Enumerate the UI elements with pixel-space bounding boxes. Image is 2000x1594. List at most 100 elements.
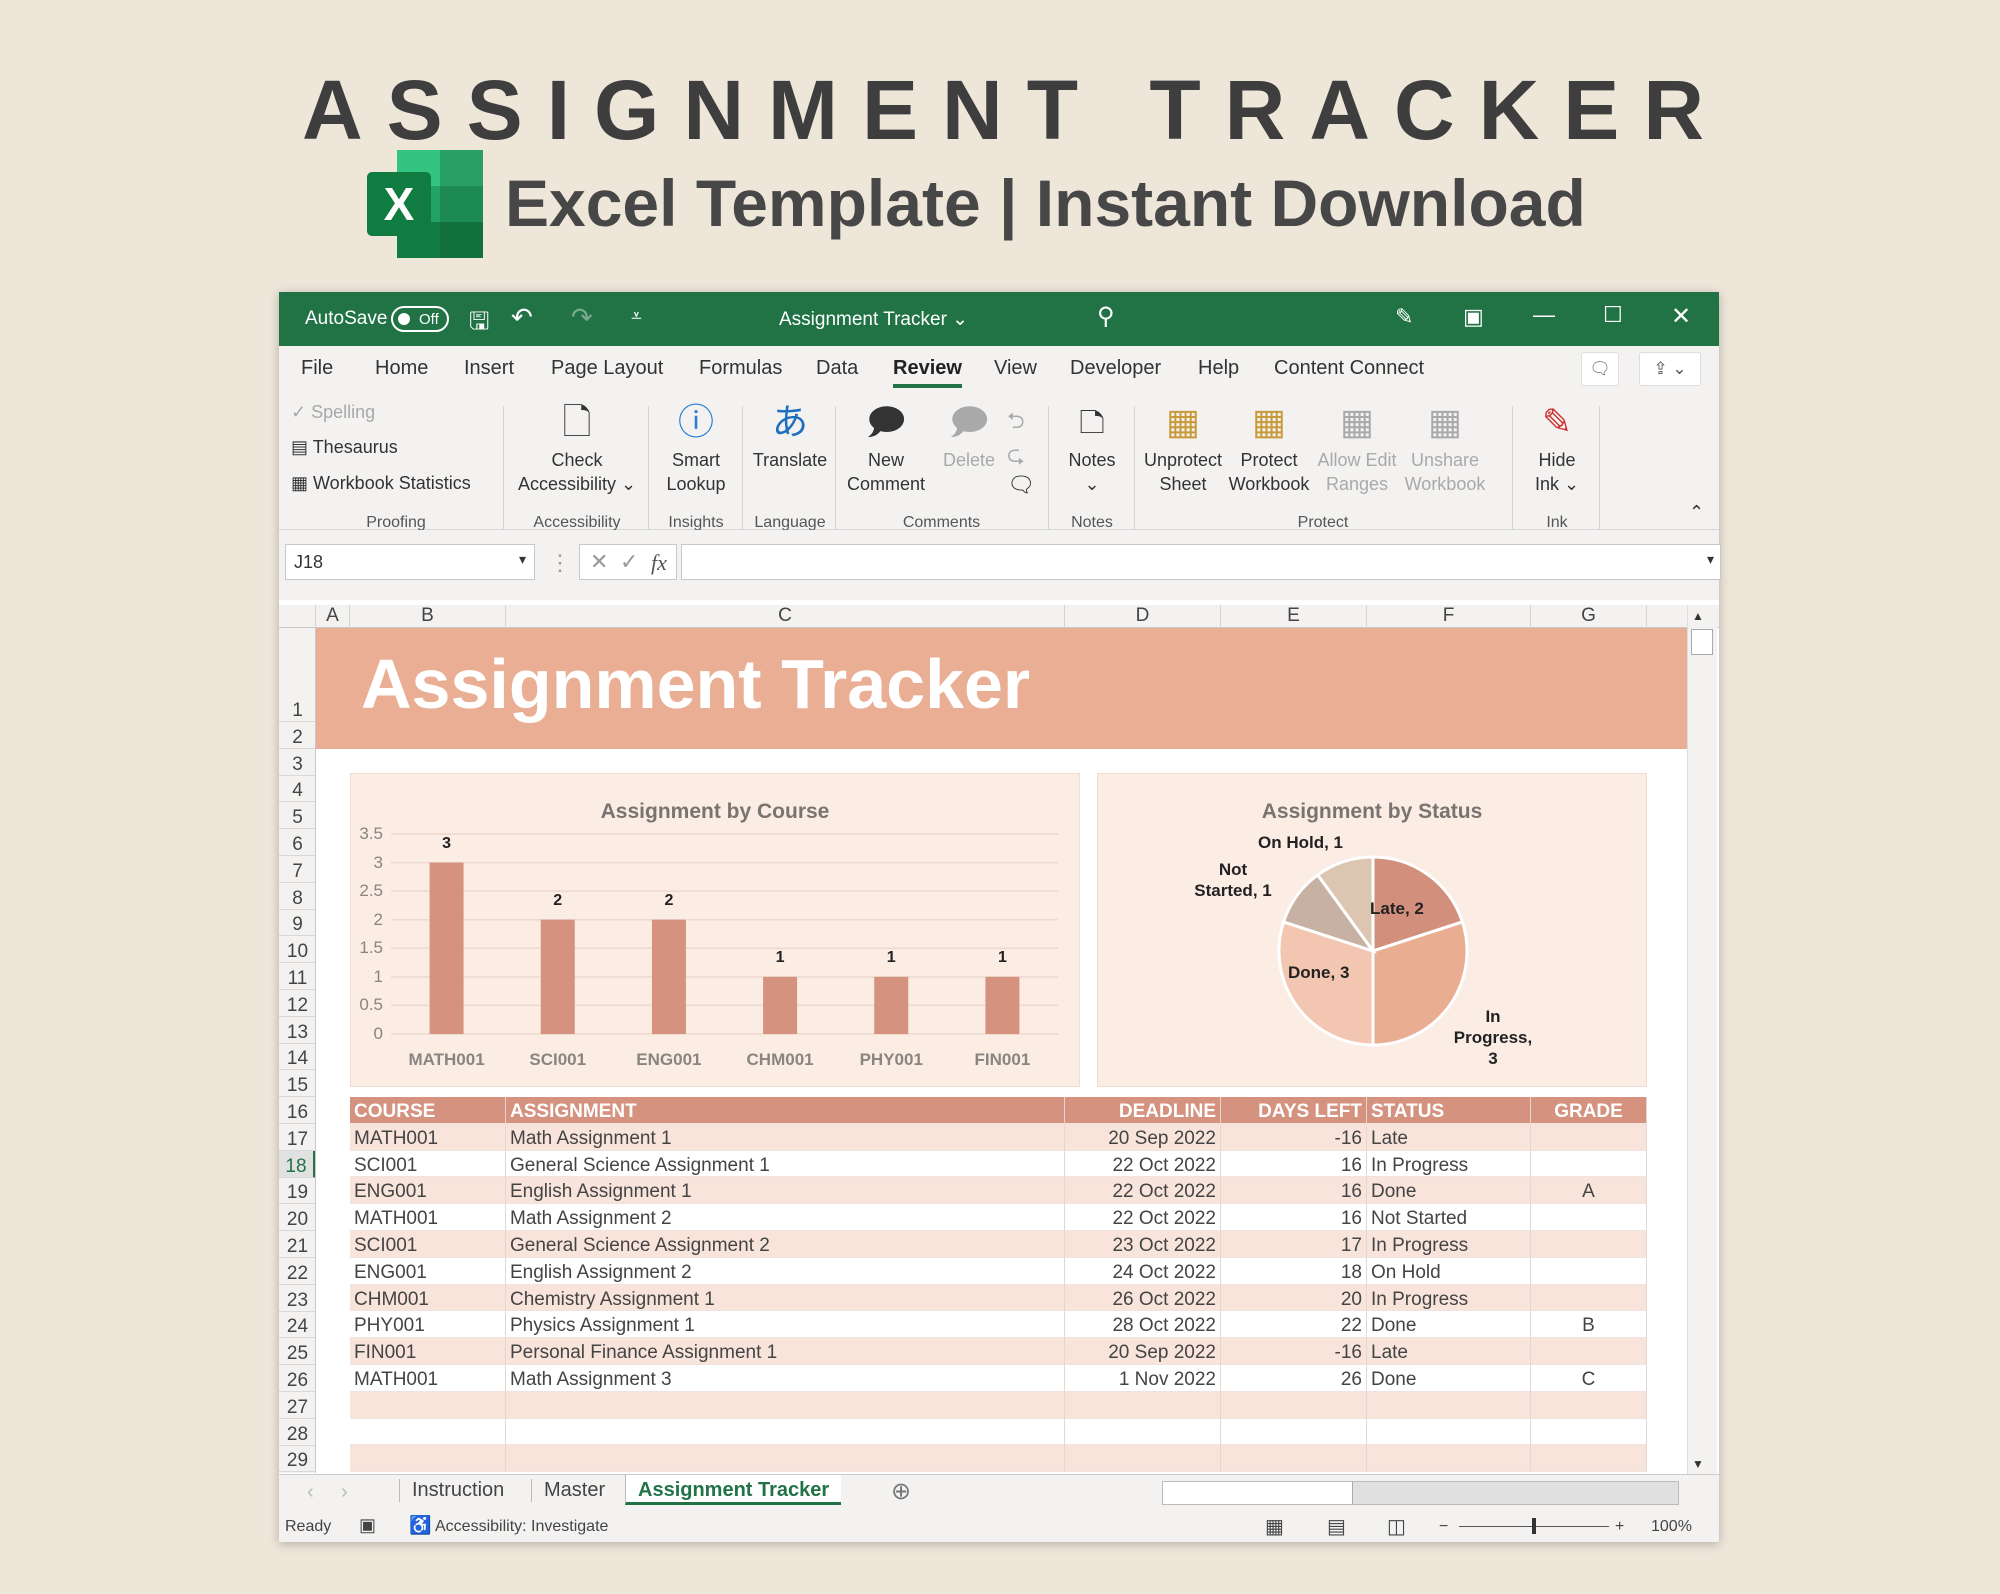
pen-icon[interactable]: ✎ — [1395, 304, 1414, 329]
table-cell[interactable]: In Progress — [1367, 1284, 1531, 1312]
scroll-tabs-right-icon[interactable]: › — [341, 1481, 348, 1503]
table-cell[interactable] — [1065, 1391, 1221, 1419]
table-cell[interactable] — [1367, 1445, 1531, 1473]
row-header-5[interactable]: 5 — [279, 802, 315, 830]
table-cell[interactable] — [1221, 1418, 1367, 1446]
table-cell[interactable]: GRADE — [1531, 1097, 1647, 1124]
new-comment-button[interactable]: 🗩 New Comment — [841, 400, 931, 496]
add-sheet-icon[interactable]: ⊕ — [891, 1478, 912, 1505]
tab-view[interactable]: View — [994, 357, 1037, 379]
row-header-3[interactable]: 3 — [279, 749, 315, 776]
table-cell[interactable] — [1531, 1418, 1647, 1446]
column-header-A[interactable]: A — [316, 605, 350, 628]
table-cell[interactable] — [1221, 1391, 1367, 1419]
search-icon[interactable]: ⚲ — [1097, 303, 1115, 330]
maximize-icon[interactable]: ☐ — [1603, 302, 1623, 327]
table-cell[interactable]: 18 — [1221, 1257, 1367, 1285]
table-cell[interactable]: In Progress — [1367, 1231, 1531, 1258]
table-cell[interactable]: Personal Finance Assignment 1 — [506, 1338, 1065, 1365]
table-cell[interactable] — [1531, 1338, 1647, 1365]
tab-data[interactable]: Data — [816, 357, 859, 379]
row-header-25[interactable]: 25 — [279, 1338, 315, 1366]
protect-workbook-button[interactable]: ▦ Protect Workbook — [1225, 400, 1313, 496]
scroll-down-icon[interactable]: ▼ — [1692, 1457, 1704, 1471]
table-cell[interactable]: 1 Nov 2022 — [1065, 1365, 1221, 1392]
row-header-14[interactable]: 14 — [279, 1044, 315, 1071]
previous-comment-icon[interactable]: ⮌ — [1007, 408, 1025, 433]
column-header-G[interactable]: G — [1531, 605, 1647, 628]
table-cell[interactable]: 16 — [1221, 1204, 1367, 1231]
tab-home[interactable]: Home — [375, 357, 429, 379]
comments-button[interactable]: 🗨 — [1581, 352, 1619, 386]
accessibility-status[interactable]: Accessibility: Investigate — [435, 1518, 609, 1535]
share-button[interactable]: ⇪ ⌄ — [1639, 352, 1701, 386]
autosave-toggle[interactable]: Off — [391, 306, 449, 332]
tab-insert[interactable]: Insert — [464, 357, 515, 379]
table-cell[interactable]: In Progress — [1367, 1150, 1531, 1178]
table-cell[interactable]: -16 — [1221, 1123, 1367, 1151]
cancel-icon[interactable]: ✕ — [590, 549, 609, 574]
customize-qat-icon[interactable]: ⩡ — [631, 306, 642, 327]
table-cell[interactable] — [350, 1391, 506, 1419]
table-cell[interactable] — [1065, 1445, 1221, 1473]
formula-input[interactable]: ▾ — [681, 544, 1721, 580]
table-cell[interactable]: Math Assignment 1 — [506, 1123, 1065, 1151]
zoom-out-button[interactable]: − — [1439, 1518, 1449, 1535]
scroll-up-icon[interactable]: ▲ — [1692, 609, 1704, 623]
table-cell[interactable]: Chemistry Assignment 1 — [506, 1284, 1065, 1312]
tab-review[interactable]: Review — [893, 357, 962, 388]
table-cell[interactable]: -16 — [1221, 1338, 1367, 1365]
translate-button[interactable]: あ Translate — [745, 400, 835, 472]
table-cell[interactable] — [1531, 1257, 1647, 1285]
scroll-thumb[interactable] — [1691, 629, 1713, 655]
table-cell[interactable]: Done — [1367, 1311, 1531, 1339]
table-cell[interactable]: SCI001 — [350, 1150, 506, 1178]
row-header-24[interactable]: 24 — [279, 1312, 315, 1339]
unprotect-sheet-button[interactable]: ▦ Unprotect Sheet — [1139, 400, 1227, 496]
name-box[interactable]: J18 ▾ — [285, 544, 535, 580]
row-header-1[interactable]: 1 — [279, 628, 315, 722]
zoom-slider-handle[interactable] — [1532, 1518, 1536, 1534]
table-cell[interactable]: DAYS LEFT — [1221, 1097, 1367, 1124]
zoom-level[interactable]: 100% — [1651, 1518, 1692, 1535]
zoom-in-button[interactable]: + — [1615, 1518, 1625, 1535]
column-header-B[interactable]: B — [350, 605, 506, 628]
table-cell[interactable]: 22 Oct 2022 — [1065, 1177, 1221, 1205]
hide-ink-button[interactable]: ✎ Hide Ink ⌄ — [1515, 400, 1599, 496]
table-cell[interactable]: A — [1531, 1177, 1647, 1205]
workbook-statistics-button[interactable]: ▦ Workbook Statistics — [291, 473, 471, 494]
tab-help[interactable]: Help — [1198, 357, 1240, 379]
vertical-scrollbar[interactable]: ▲ ▼ — [1687, 605, 1717, 1475]
allow-edit-ranges-button[interactable]: ▦ Allow Edit Ranges — [1313, 400, 1401, 496]
tab-formulas[interactable]: Formulas — [699, 357, 783, 379]
row-header-10[interactable]: 10 — [279, 936, 315, 964]
row-header-29[interactable]: 29 — [279, 1446, 315, 1473]
table-cell[interactable] — [1367, 1418, 1531, 1446]
enter-icon[interactable]: ✓ — [620, 549, 639, 574]
pie-chart[interactable]: Assignment by Status Late, 2 In Progress,… — [1097, 773, 1647, 1087]
notes-button[interactable]: 🗅 Notes ⌄ — [1051, 400, 1133, 496]
row-header-22[interactable]: 22 — [279, 1258, 315, 1285]
table-cell[interactable]: Done — [1367, 1177, 1531, 1205]
table-cell[interactable]: General Science Assignment 1 — [506, 1150, 1065, 1178]
bar-chart[interactable]: Assignment by Course 0 0.5 1 1.5 2 2.5 3 3.5 3 MA… — [350, 773, 1080, 1087]
table-cell[interactable]: B — [1531, 1311, 1647, 1339]
row-header-26[interactable]: 26 — [279, 1365, 315, 1392]
table-cell[interactable] — [1531, 1231, 1647, 1258]
next-comment-icon[interactable]: ⮎ — [1007, 442, 1025, 467]
table-cell[interactable]: Math Assignment 3 — [506, 1365, 1065, 1392]
row-header-23[interactable]: 23 — [279, 1285, 315, 1312]
table-cell[interactable]: ENG001 — [350, 1177, 506, 1205]
collapse-ribbon-icon[interactable]: ⌃ — [1689, 502, 1705, 522]
table-cell[interactable]: Late — [1367, 1123, 1531, 1151]
table-cell[interactable]: 16 — [1221, 1177, 1367, 1205]
table-cell[interactable]: MATH001 — [350, 1365, 506, 1392]
table-cell[interactable] — [506, 1445, 1065, 1473]
table-cell[interactable]: 20 Sep 2022 — [1065, 1123, 1221, 1151]
macro-record-icon[interactable]: ▣ — [359, 1515, 377, 1535]
select-all-corner[interactable] — [279, 605, 316, 628]
table-cell[interactable]: English Assignment 1 — [506, 1177, 1065, 1205]
page-break-view-icon[interactable]: ◫ — [1387, 1516, 1406, 1538]
row-header-6[interactable]: 6 — [279, 829, 315, 856]
insert-function-icon[interactable]: fx — [651, 550, 667, 575]
